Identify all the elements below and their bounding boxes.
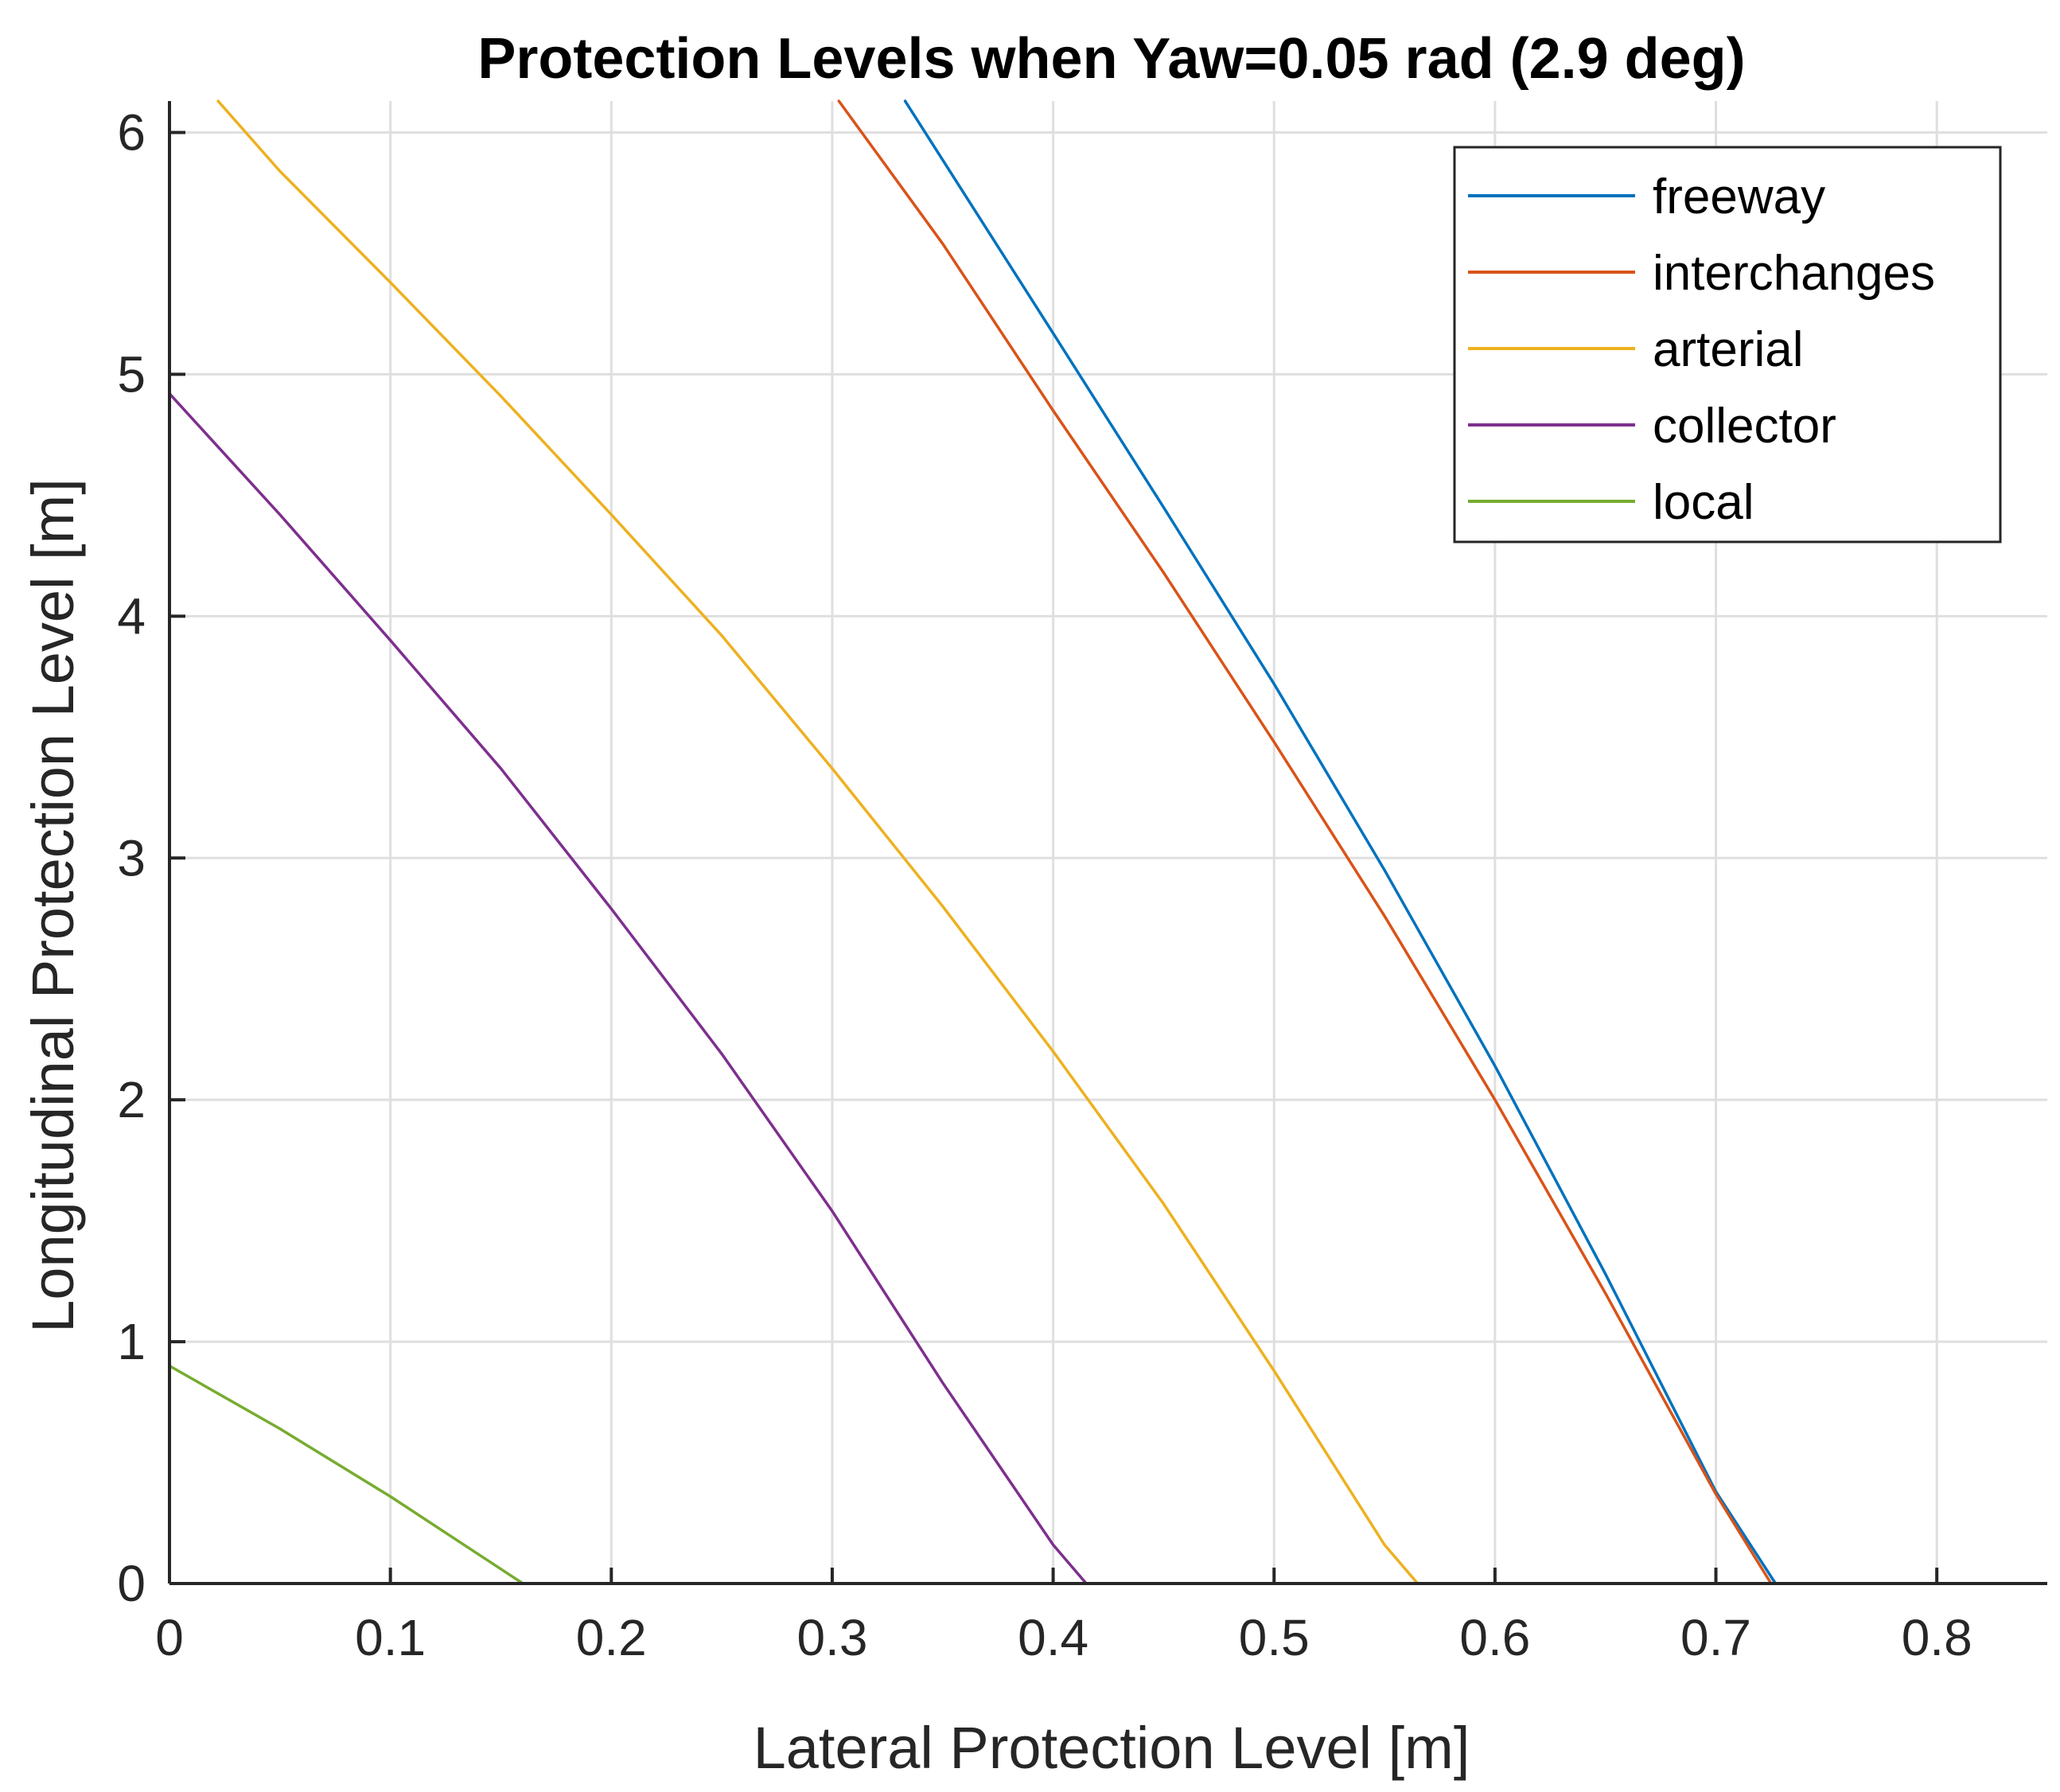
- series-line-arterial: [216, 99, 1419, 1585]
- x-tick-label: 0.4: [1018, 1609, 1088, 1666]
- legend-label-arterial: arterial: [1653, 322, 1804, 377]
- y-tick-label: 5: [117, 345, 146, 403]
- x-tick-label: 0.3: [796, 1609, 867, 1666]
- x-tick-label: 0.6: [1459, 1609, 1530, 1666]
- legend-label-interchanges: interchanges: [1653, 246, 1935, 301]
- tick-labels: 0 0.1 0.2 0.3 0.4 0.5 0.6 0.7 0.8 0 1 2 3 4 5 6: [117, 104, 1972, 1666]
- series-line-local: [168, 1364, 524, 1585]
- x-tick-label: 0.8: [1902, 1609, 1972, 1666]
- x-axis-label: Lateral Protection Level [m]: [754, 1715, 1470, 1781]
- x-tick-label: 0.7: [1680, 1609, 1751, 1666]
- y-axis-label: Longitudinal Protection Level [m]: [20, 478, 86, 1333]
- series-lines: [168, 99, 1778, 1585]
- x-tick-label: 0: [155, 1609, 184, 1666]
- legend-label-collector: collector: [1653, 399, 1836, 454]
- y-tick-label: 4: [117, 587, 146, 645]
- legend-box: [1453, 146, 2002, 543]
- chart-title: Protection Levels when Yaw=0.05 rad (2.9…: [477, 27, 1745, 91]
- x-tick-label: 0.2: [576, 1609, 647, 1666]
- legend: freeway interchanges arterial collector loca…: [1453, 146, 2002, 543]
- y-tick-label: 0: [117, 1555, 146, 1612]
- series-line-freeway: [903, 99, 1778, 1585]
- legend-items: freeway interchanges arterial collector loca…: [1468, 169, 1935, 530]
- y-tick-label: 6: [117, 104, 146, 162]
- x-tick-label: 0.5: [1239, 1609, 1310, 1666]
- legend-label-local: local: [1653, 475, 1754, 530]
- y-tick-label: 1: [117, 1313, 146, 1370]
- y-tick-label: 2: [117, 1071, 146, 1128]
- y-tick-label: 3: [117, 829, 146, 886]
- x-tick-label: 0.1: [355, 1609, 426, 1666]
- legend-label-freeway: freeway: [1653, 169, 1825, 224]
- series-line-collector: [168, 392, 1088, 1585]
- axes: [168, 101, 2047, 1585]
- series-line-interchanges: [837, 99, 1773, 1585]
